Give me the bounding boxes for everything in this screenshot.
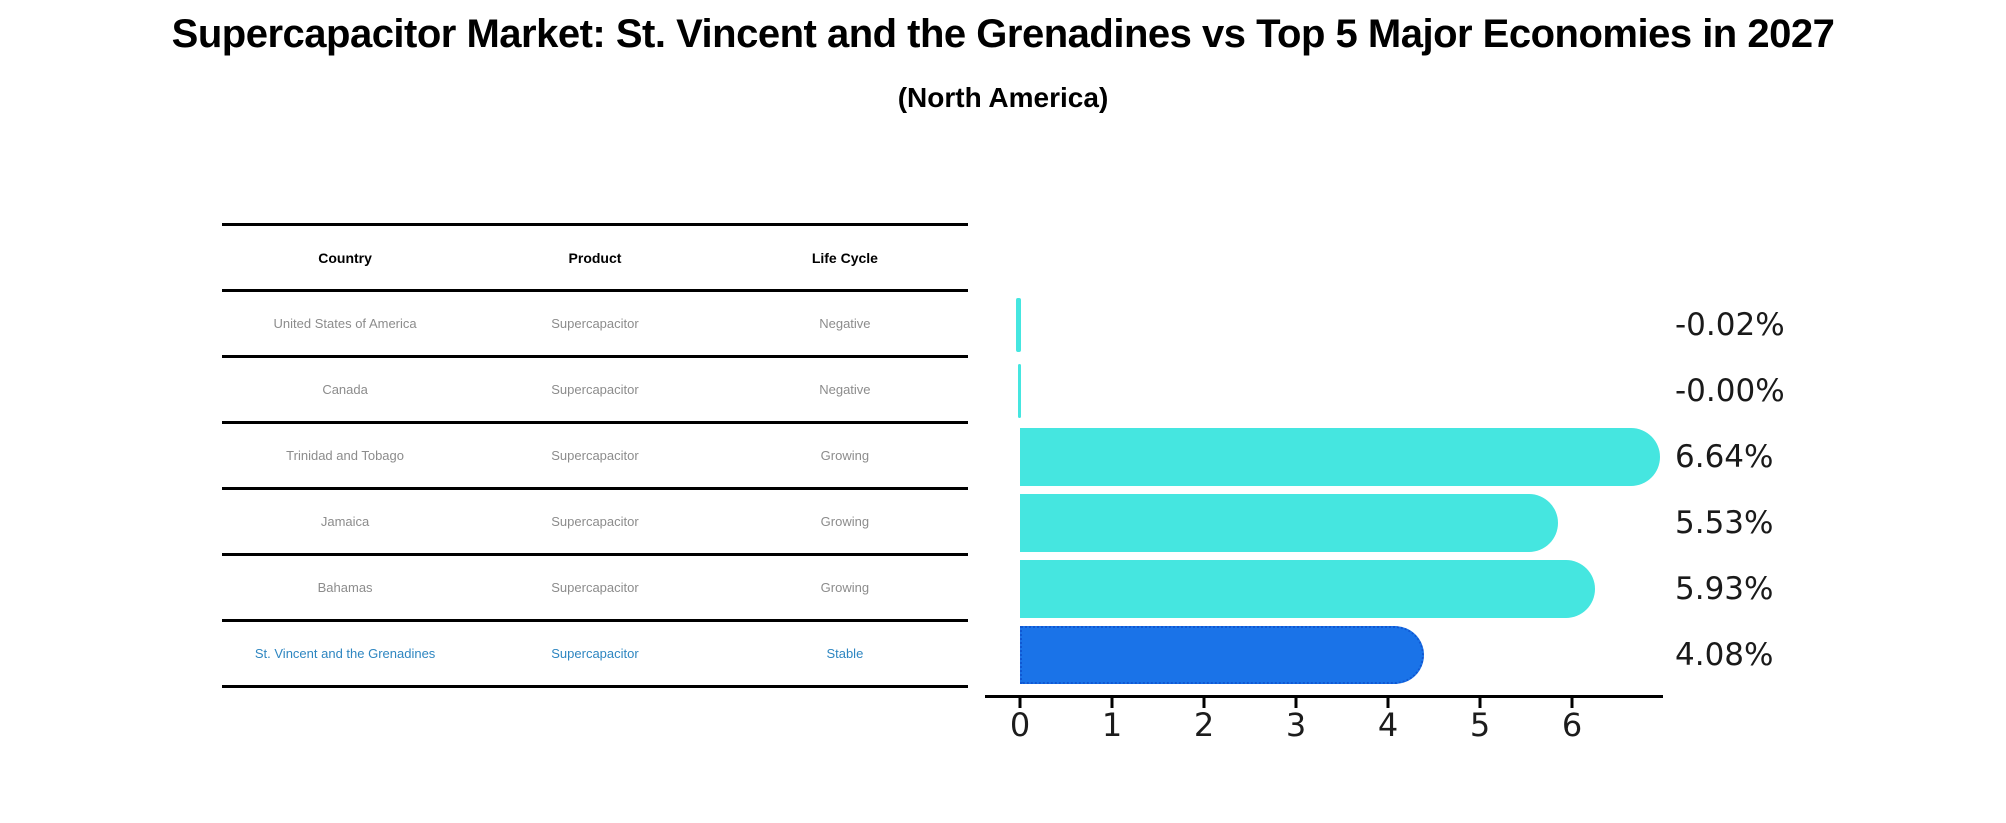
- cell-country: Canada: [322, 382, 368, 397]
- x-axis-tick: [1110, 695, 1114, 708]
- value-label: 5.53%: [1675, 505, 1774, 541]
- cell-life-cycle: Stable: [826, 646, 864, 661]
- cell-life-cycle: Negative: [819, 316, 871, 331]
- cell-country: Jamaica: [320, 514, 370, 529]
- value-label: 6.64%: [1675, 439, 1774, 475]
- value-label: -0.02%: [1675, 307, 1785, 343]
- x-axis-tick: [1386, 695, 1390, 708]
- cell-life-cycle: Negative: [819, 382, 871, 397]
- cell-product: Supercapacitor: [551, 448, 639, 463]
- x-axis-tick: [1018, 695, 1022, 708]
- cell-product: Supercapacitor: [551, 646, 639, 661]
- column-header-life-cycle: Life Cycle: [811, 249, 878, 266]
- x-axis-tick-label: 6: [1561, 706, 1583, 744]
- cell-life-cycle: Growing: [820, 580, 870, 595]
- cell-product: Supercapacitor: [551, 580, 639, 595]
- cell-life-cycle: Growing: [820, 448, 870, 463]
- x-axis-tick-label: 4: [1377, 706, 1399, 744]
- cell-product: Supercapacitor: [551, 316, 639, 331]
- x-axis-tick-label: 3: [1285, 706, 1307, 744]
- x-axis-line: [985, 695, 1663, 698]
- bar-jamaica: [1020, 494, 1558, 552]
- table-row: Trinidad and Tobago Supercapacitor Growi…: [222, 424, 968, 490]
- bar-canada: [1018, 364, 1021, 418]
- bar-trinidad-and-tobago: [1020, 428, 1660, 486]
- cell-product: Supercapacitor: [551, 514, 639, 529]
- page-title: Supercapacitor Market: St. Vincent and t…: [171, 12, 1835, 56]
- x-axis-tick: [1294, 695, 1298, 708]
- column-header-country: Country: [318, 249, 372, 266]
- table-header-row: Country Product Life Cycle: [222, 226, 968, 292]
- value-label: 4.08%: [1675, 637, 1774, 673]
- table-row: Canada Supercapacitor Negative: [222, 358, 968, 424]
- page-subtitle: (North America): [897, 82, 1109, 113]
- table-row-st-vincent-highlighted: St. Vincent and the Grenadines Supercapa…: [222, 622, 968, 688]
- x-axis-tick-label: 0: [1009, 706, 1031, 744]
- bar-st-vincent-highlighted: [1020, 626, 1425, 684]
- table-row: Jamaica Supercapacitor Growing: [222, 490, 968, 556]
- x-axis-tick-label: 1: [1101, 706, 1123, 744]
- country-info-table: Country Product Life Cycle United States…: [222, 223, 968, 688]
- cell-country: Bahamas: [317, 580, 373, 595]
- value-label: -0.00%: [1675, 373, 1785, 409]
- table-row: United States of America Supercapacitor …: [222, 292, 968, 358]
- bar-united-states: [1016, 298, 1021, 352]
- cell-product: Supercapacitor: [551, 382, 639, 397]
- cell-country: St. Vincent and the Grenadines: [254, 646, 436, 661]
- x-axis-tick: [1570, 695, 1574, 708]
- x-axis-tick-label: 2: [1193, 706, 1215, 744]
- x-axis-tick: [1478, 695, 1482, 708]
- cell-life-cycle: Growing: [820, 514, 870, 529]
- bar-bahamas: [1020, 560, 1595, 618]
- column-header-product: Product: [568, 249, 622, 266]
- x-axis-tick-label: 5: [1469, 706, 1491, 744]
- x-axis-tick: [1202, 695, 1206, 708]
- cell-country: United States of America: [273, 316, 417, 331]
- table-row: Bahamas Supercapacitor Growing: [222, 556, 968, 622]
- cell-country: Trinidad and Tobago: [286, 448, 404, 463]
- value-label: 5.93%: [1675, 571, 1774, 607]
